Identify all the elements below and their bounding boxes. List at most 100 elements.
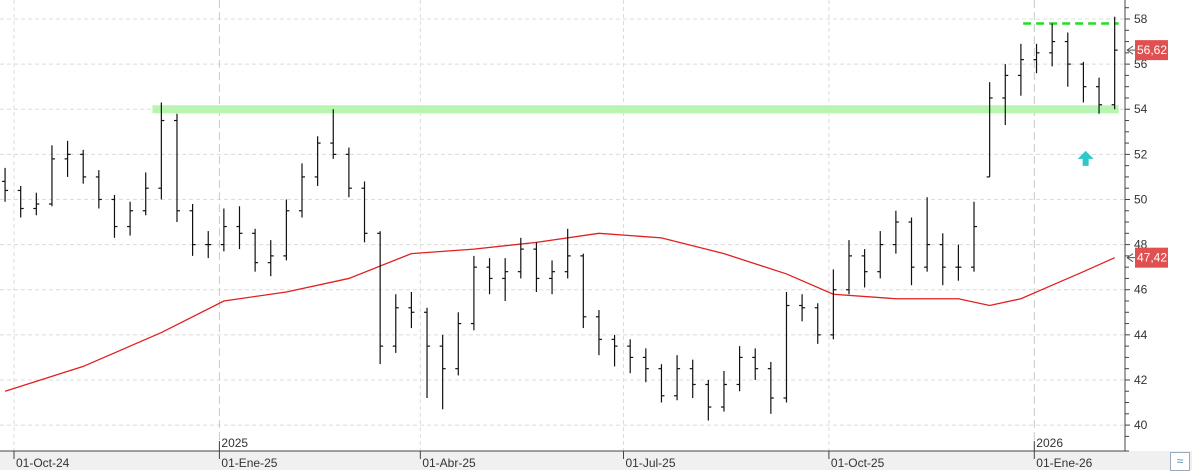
price-label: 56,62 <box>1137 43 1167 57</box>
ohlc-bar <box>986 82 993 178</box>
ohlc-bar <box>377 231 384 365</box>
moving-average-line <box>4 232 1115 392</box>
ohlc-bar <box>64 140 71 177</box>
ohlc-bar <box>939 233 946 286</box>
ohlc-bar <box>2 167 9 202</box>
ohlc-bar <box>408 291 415 329</box>
ohlc-bar <box>892 210 899 254</box>
ohlc-bar <box>549 260 556 295</box>
ohlc-bar <box>1033 43 1040 74</box>
y-tick-label: 42 <box>1134 373 1148 387</box>
ohlc-bar <box>767 361 774 414</box>
ohlc-bar <box>533 242 540 292</box>
price-pointer-icon <box>1126 45 1135 55</box>
y-tick-label: 52 <box>1134 147 1148 161</box>
y-tick-label: 56 <box>1134 57 1148 71</box>
ohlc-bar <box>955 244 962 281</box>
ohlc-bar <box>455 312 462 376</box>
ohlc-bar <box>1096 77 1103 114</box>
ohlc-bar <box>17 185 24 218</box>
ohlc-bar <box>299 163 306 218</box>
ohlc-bar <box>361 181 368 243</box>
ohlc-bar <box>924 197 931 272</box>
y-tick-label: 46 <box>1134 283 1148 297</box>
ohlc-bar <box>1049 23 1056 67</box>
ohlc-bar <box>595 310 602 356</box>
ohlc-bar <box>1002 64 1009 126</box>
ohlc-bar <box>752 348 759 380</box>
ohlc-bar <box>314 136 321 186</box>
price-pointer-icon <box>1126 253 1135 263</box>
ohlc-bar <box>33 192 40 216</box>
ohlc-bar <box>674 355 681 401</box>
ohlc-bar <box>252 228 259 272</box>
ohlc-bar <box>517 237 524 279</box>
y-tick-label: 50 <box>1134 192 1148 206</box>
ohlc-bar <box>424 307 431 399</box>
x-tick-label: 01-Abr-25 <box>422 456 476 470</box>
time-axis-band <box>0 451 1192 470</box>
ohlc-bar <box>267 240 274 277</box>
ohlc-bar <box>502 258 509 301</box>
ohlc-bar <box>814 303 821 344</box>
x-tick-label: 01-Jul-25 <box>625 456 675 470</box>
x-tick-label: 01-Ene-25 <box>221 456 277 470</box>
ohlc-bar <box>142 172 149 216</box>
support-band <box>152 105 1119 114</box>
ohlc-bar <box>345 147 352 198</box>
ohlc-bar <box>283 199 290 261</box>
ohlc-bar <box>470 255 477 331</box>
ohlc-bar <box>627 339 634 374</box>
ohlc-bar <box>845 240 852 295</box>
ohlc-bar <box>80 149 87 184</box>
ohlc-bar <box>48 145 55 207</box>
ohlc-bar <box>392 294 399 353</box>
ohlc-bar <box>908 217 915 286</box>
ohlc-bar <box>189 203 196 256</box>
ohlc-bar <box>1111 16 1118 110</box>
ohlc-bar <box>861 249 868 288</box>
ohlc-bar <box>830 269 837 340</box>
y-tick-label: 40 <box>1134 418 1148 432</box>
ohlc-bar <box>205 231 212 259</box>
price-label-box <box>1135 40 1168 61</box>
ohlc-bar <box>1064 32 1071 87</box>
ohlc-bar <box>736 346 743 392</box>
x-tick-label: 01-Oct-25 <box>831 456 885 470</box>
ohlc-bar <box>220 208 227 252</box>
ohlc-bar <box>111 194 118 238</box>
ohlc-bar <box>720 370 727 412</box>
price-label-box <box>1135 247 1168 268</box>
ohlc-bar <box>127 201 134 236</box>
ohlc-bar <box>971 201 978 272</box>
ohlc-bar <box>173 113 180 223</box>
price-label: 47,42 <box>1137 251 1167 265</box>
year-label: 2025 <box>221 436 248 450</box>
ohlc-bar <box>564 228 571 279</box>
ohlc-bar <box>486 258 493 295</box>
x-tick-label: 01-Oct-24 <box>16 456 70 470</box>
ohlc-bar <box>1017 43 1024 96</box>
ohlc-bar <box>642 348 649 383</box>
ohlc-bar <box>1080 61 1087 103</box>
ohlc-bar <box>877 231 884 279</box>
ohlc-bar <box>783 291 790 403</box>
ohlc-bar <box>705 379 712 421</box>
ohlc-bar <box>330 109 337 159</box>
y-tick-label: 58 <box>1134 12 1148 26</box>
ohlc-bar <box>236 206 243 250</box>
ohlc-bar <box>580 253 587 329</box>
chart-options-icon[interactable]: ≈ <box>1170 452 1190 471</box>
ohlc-bar <box>799 294 806 322</box>
arrow-up-icon <box>1077 150 1094 166</box>
y-tick-label: 54 <box>1134 102 1148 116</box>
y-tick-label: 44 <box>1134 328 1148 342</box>
ohlc-bar <box>158 102 165 200</box>
ohlc-bar <box>439 334 446 410</box>
ohlc-bar <box>658 364 665 403</box>
year-label: 2026 <box>1036 436 1063 450</box>
x-tick-label: 01-Ene-26 <box>1036 456 1092 470</box>
ohlc-bar <box>611 334 618 367</box>
ohlc-bar <box>95 170 102 209</box>
